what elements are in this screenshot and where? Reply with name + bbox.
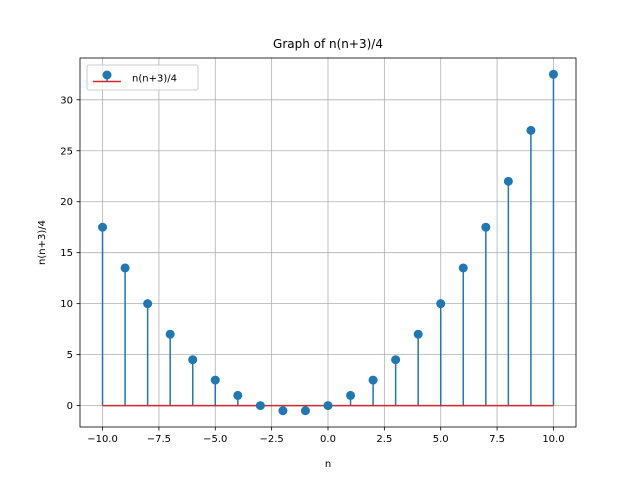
x-tick-label: 2.5 <box>376 434 392 445</box>
stem-marker <box>210 375 220 385</box>
x-tick-label: −2.5 <box>259 434 283 445</box>
x-tick-label: 0.0 <box>320 434 336 445</box>
stem-marker <box>278 406 288 416</box>
x-tick-label: 7.5 <box>489 434 505 445</box>
x-tick-label: −7.5 <box>147 434 171 445</box>
y-tick-label: 25 <box>60 146 73 157</box>
legend: n(n+3)/4 <box>86 64 199 91</box>
stem-marker <box>300 406 310 416</box>
stem-marker <box>413 329 423 339</box>
stem-marker <box>120 263 130 273</box>
markers <box>98 69 558 416</box>
y-tick-label: 30 <box>60 95 73 106</box>
stem-marker <box>98 222 108 232</box>
y-axis-label: n(n+3)/4 <box>37 220 48 265</box>
x-tick-label: 10.0 <box>542 434 564 445</box>
legend-marker-swatch <box>102 70 112 80</box>
y-tick-label: 5 <box>67 350 73 361</box>
y-tick-label: 10 <box>60 299 73 310</box>
stem-marker <box>481 222 491 232</box>
legend-label: n(n+3)/4 <box>132 74 177 85</box>
stem-marker <box>165 329 175 339</box>
stem-marker <box>233 390 243 400</box>
stem-marker <box>503 176 513 186</box>
stem-marker <box>548 69 558 79</box>
x-tick-label: −10.0 <box>87 434 118 445</box>
x-axis-ticks: −10.0 −7.5 −5.0 −2.5 0.0 2.5 5.0 7.5 10.0 <box>87 427 565 445</box>
stem-marker <box>323 401 333 411</box>
stem-marker <box>188 355 198 365</box>
stem-marker <box>368 375 378 385</box>
x-tick-label: −5.0 <box>203 434 227 445</box>
chart-title: Graph of n(n+3)/4 <box>273 37 383 51</box>
stem-marker <box>436 299 446 309</box>
x-axis-label: n <box>325 459 331 470</box>
stems <box>101 74 555 411</box>
stem-marker <box>143 299 153 309</box>
stem-marker <box>346 390 356 400</box>
x-tick-label: 5.0 <box>433 434 449 445</box>
stem-marker <box>526 125 536 135</box>
stem-marker <box>458 263 468 273</box>
y-tick-label: 15 <box>60 248 73 259</box>
y-axis-ticks: 0 5 10 15 20 25 30 <box>60 95 80 412</box>
stem-marker <box>391 355 401 365</box>
legend-box <box>86 64 199 91</box>
y-tick-label: 20 <box>60 197 73 208</box>
stem-marker <box>255 401 265 411</box>
y-tick-label: 0 <box>67 401 73 412</box>
